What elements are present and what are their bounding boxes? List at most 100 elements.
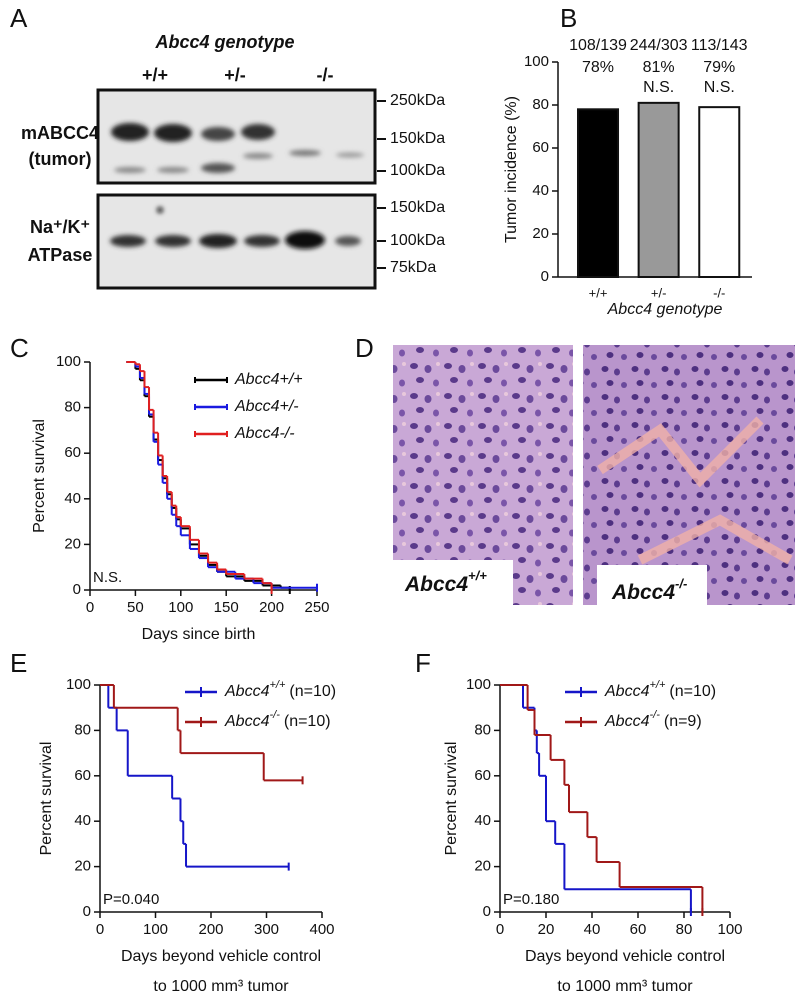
- legend-name: Abcc4: [224, 683, 270, 700]
- x-tick-label: 40: [584, 921, 601, 938]
- y-tick-label: 40: [532, 182, 549, 199]
- y-tick-label: 40: [64, 490, 81, 507]
- fraction-label: 108/139: [569, 37, 627, 54]
- x-tick-label: 0: [496, 921, 504, 938]
- panel-letter: A: [10, 3, 28, 33]
- panel-chart: E 0 20 40 60 80 100 0 100 200 300 400 Percent surviv…: [10, 648, 336, 995]
- y-tick-label: 80: [74, 721, 91, 738]
- legend-n: (n=10): [669, 683, 716, 700]
- y-tick-label: 20: [474, 858, 491, 875]
- genotype-label: +/+: [142, 65, 168, 85]
- x-tick-label: 50: [127, 599, 144, 616]
- value-label: 78%: [582, 59, 614, 76]
- significance-label: N.S.: [643, 79, 674, 96]
- marker-label: 75kDa: [390, 259, 436, 276]
- legend-genotype: -/-: [649, 709, 660, 721]
- y-tick-label: 80: [532, 96, 549, 113]
- row-label: ATPase: [28, 245, 93, 265]
- blot-title: Abcc4 genotype: [154, 32, 294, 52]
- y-tick-label: 60: [532, 139, 549, 156]
- panel-letter: B: [560, 3, 577, 33]
- y-tick-label: 20: [74, 858, 91, 875]
- panel-chart: F 0 20 40 60 80 100 0 20 40 60 80 100 Percent surviva…: [415, 648, 743, 995]
- legend-entry: Abcc4+/+ (n=10): [224, 679, 336, 700]
- y-tick-label: 0: [73, 581, 81, 598]
- y-tick-label: 20: [532, 225, 549, 242]
- x-tick-label: 100: [717, 921, 742, 938]
- gene: Abcc4: [404, 573, 468, 596]
- gene: Abcc4: [611, 581, 675, 604]
- legend-name: Abcc4: [224, 713, 270, 730]
- legend-name: Abcc4: [604, 683, 650, 700]
- panel-chart: B 0 20 40 60 80 100 Tumor incidence (%) 108/139 7…: [503, 3, 752, 318]
- marker-label: 100kDa: [390, 232, 445, 249]
- y-tick-label: 20: [64, 535, 81, 552]
- y-axis-label: Tumor incidence (%): [503, 96, 520, 243]
- bar: [577, 108, 620, 278]
- marker-label: 150kDa: [390, 199, 445, 216]
- panel-d: D Abcc4+/+ Abcc4-/-: [355, 333, 795, 610]
- bar: [637, 101, 680, 278]
- x-tick-label: 200: [259, 599, 284, 616]
- panel-chart: C 0 20 40 60 80 100 0 50 100 150 200 250 Percent surv…: [10, 333, 330, 643]
- y-tick-label: 80: [474, 721, 491, 738]
- histology-label: Abcc4+/+: [404, 568, 487, 595]
- x-tick-label: 0: [86, 599, 94, 616]
- legend-entry: Abcc4-/- (n=9): [604, 709, 702, 730]
- legend-name: Abcc4+/+: [234, 371, 303, 388]
- legend-genotype: +/+: [649, 679, 665, 691]
- y-axis-label: Percent survival: [38, 742, 55, 856]
- panel-a: A Abcc4 genotype +/+ +/- -/- mABCC4 (tum…: [10, 3, 445, 290]
- y-tick-label: 80: [64, 399, 81, 416]
- x-tick-label: 200: [198, 921, 223, 938]
- x-tick-label: 80: [676, 921, 693, 938]
- fraction-label: 113/143: [691, 37, 748, 54]
- y-axis-label: Percent survival: [31, 419, 48, 533]
- marker-ticks: [377, 100, 386, 269]
- y-tick-label: 60: [474, 767, 491, 784]
- y-tick-label: 60: [74, 767, 91, 784]
- panel-letter: F: [415, 648, 431, 678]
- legend-entry: Abcc4+/+ (n=10): [604, 679, 716, 700]
- genotype: +/+: [468, 568, 487, 583]
- label-box: [393, 560, 513, 610]
- x-tick-label: +/-: [651, 285, 667, 300]
- x-axis-label: Days beyond vehicle control: [525, 948, 725, 965]
- x-tick-label: 150: [214, 599, 239, 616]
- histology-image: [583, 345, 795, 605]
- annotation: N.S.: [93, 569, 122, 586]
- y-tick-label: 100: [466, 676, 491, 693]
- genotype-label: +/-: [224, 65, 246, 85]
- legend-n: (n=10): [289, 683, 336, 700]
- x-axis-label: to 1000 mm³ tumor: [557, 978, 693, 995]
- marker-label: 150kDa: [390, 130, 445, 147]
- y-tick-label: 40: [74, 812, 91, 829]
- legend-n: (n=9): [664, 713, 702, 730]
- legend-name: Abcc4+/-: [234, 398, 299, 415]
- annotation: P=0.180: [503, 891, 559, 908]
- legend-n: (n=10): [284, 713, 331, 730]
- y-tick-label: 0: [83, 903, 91, 920]
- value-label: 81%: [643, 59, 675, 76]
- value-label: 79%: [703, 59, 735, 76]
- fraction-label: 244/303: [630, 37, 688, 54]
- legend-name: Abcc4-/-: [234, 425, 295, 442]
- label-box: [597, 565, 707, 610]
- y-tick-label: 0: [541, 268, 549, 285]
- y-tick-label: 60: [64, 444, 81, 461]
- significance-label: N.S.: [704, 79, 735, 96]
- y-tick-label: 0: [483, 903, 491, 920]
- row-label: mABCC4: [21, 123, 99, 143]
- x-tick-label: 60: [630, 921, 647, 938]
- legend-genotype: +/+: [269, 679, 285, 691]
- row-label: Na⁺/K⁺: [30, 217, 90, 237]
- x-tick-label: 20: [538, 921, 555, 938]
- y-tick-label: 100: [66, 676, 91, 693]
- x-tick-label: 250: [304, 599, 329, 616]
- y-tick-label: 100: [56, 353, 81, 370]
- legend-entry: Abcc4-/-: [234, 425, 295, 442]
- y-tick-label: 40: [474, 812, 491, 829]
- row-label: (tumor): [29, 149, 92, 169]
- legend-genotype: -/-: [269, 709, 280, 721]
